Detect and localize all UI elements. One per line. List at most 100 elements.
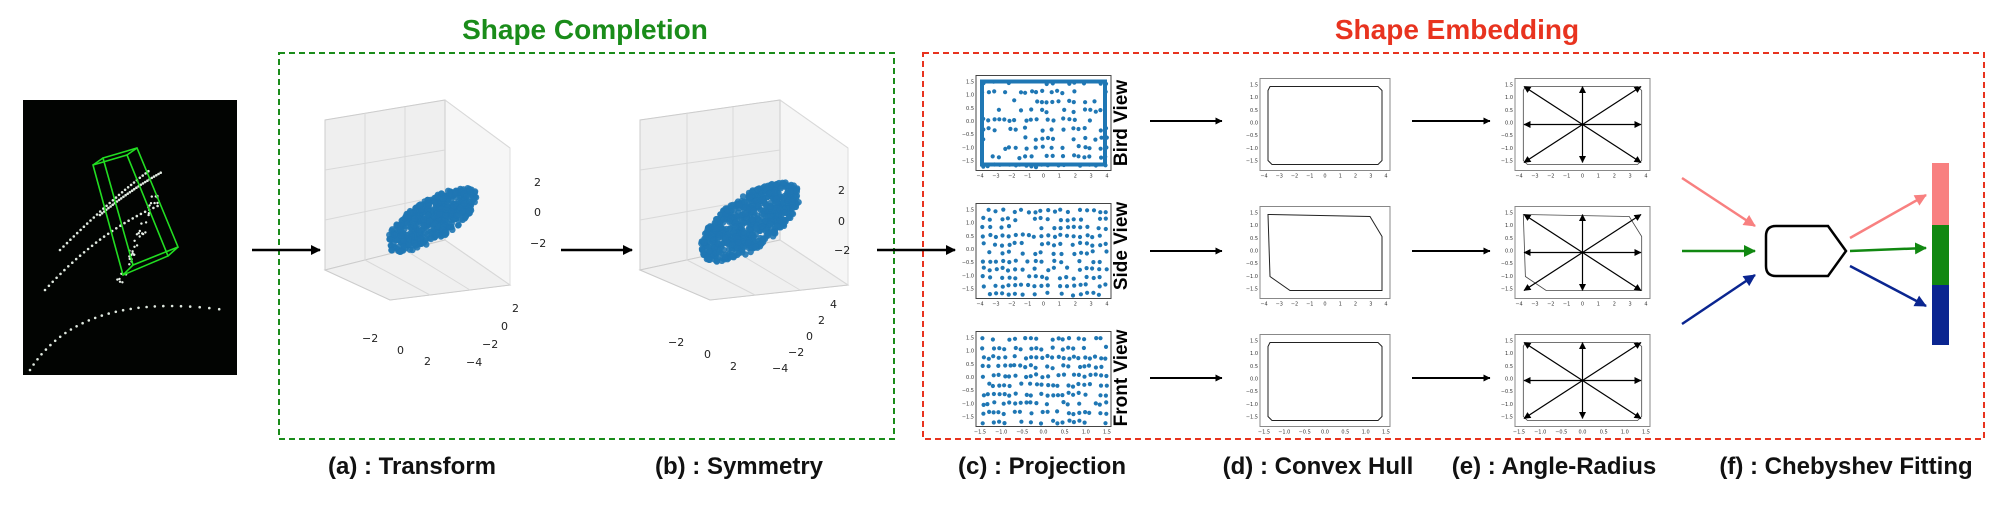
point-cloud-b <box>698 179 802 265</box>
cloud-point <box>780 180 787 187</box>
lidar-point <box>94 241 98 244</box>
projection-point <box>1049 127 1054 132</box>
projection-point <box>1078 282 1083 287</box>
radius-arrow <box>1523 379 1583 420</box>
projection-point <box>1082 382 1087 387</box>
projection-point <box>1066 336 1072 341</box>
projection-point <box>1028 420 1033 425</box>
lidar-point <box>141 182 145 185</box>
shape-completion-title: Shape Completion <box>462 14 708 45</box>
projection-point <box>1078 292 1083 297</box>
projection-point <box>1002 421 1007 426</box>
cloud-point <box>736 201 743 208</box>
convex-hull-panel: −1.5 −1.0 −0.5 0.0 0.5 1.0 1.5 1.5 1.0 0.5 0.0 −0.5… <box>1246 334 1391 436</box>
projection-point <box>1077 259 1082 264</box>
projection-point <box>1005 268 1011 273</box>
y-tick: −1.0 <box>1246 146 1258 152</box>
projection-point <box>1034 336 1039 341</box>
projection-point <box>1099 364 1104 369</box>
projection-point <box>1034 346 1039 351</box>
x-tick: −1.5 <box>1258 430 1270 436</box>
lidar-point <box>170 304 174 308</box>
projection-point <box>1086 363 1092 368</box>
projection-point <box>1064 233 1070 238</box>
lidar-point <box>81 321 84 325</box>
projection-point <box>1000 251 1005 256</box>
projection-point <box>1040 355 1045 360</box>
lidar-point <box>111 203 114 207</box>
projection-point <box>987 217 992 222</box>
projection-point <box>1087 356 1092 361</box>
projection-point <box>1103 393 1108 398</box>
cloud-point <box>774 222 781 230</box>
projection-point <box>996 355 1001 360</box>
y-tick: 1.0 <box>1505 95 1513 101</box>
cloud-point <box>789 210 797 218</box>
lidar-point <box>28 368 32 372</box>
x-tick: 1 <box>1339 302 1342 308</box>
lidar-point <box>78 254 82 257</box>
lidar-point <box>147 213 150 217</box>
cloud-point <box>721 253 728 260</box>
cloud-point <box>758 210 766 218</box>
x-tick: −4 <box>976 174 983 180</box>
projection-point <box>1065 402 1070 407</box>
projection-point <box>993 209 998 214</box>
lidar-point <box>65 241 69 245</box>
projection-point <box>1099 356 1104 361</box>
hull-frame <box>1259 78 1391 171</box>
projection-point <box>1033 90 1039 95</box>
projection-point <box>991 373 996 378</box>
projection-point <box>999 243 1005 248</box>
projection-point <box>1012 240 1017 245</box>
x-tick: 1 <box>1597 174 1600 180</box>
arrow-blue-in <box>1681 273 1756 326</box>
projection-point <box>1076 390 1081 395</box>
projection-point <box>1064 284 1070 289</box>
cloud-point <box>727 202 735 209</box>
projection-point <box>1097 259 1102 265</box>
x-tick: −3 <box>1276 174 1283 180</box>
projection-point <box>1085 290 1090 295</box>
projection-point <box>1045 393 1050 398</box>
cloud-point <box>450 202 458 210</box>
projection-point <box>1050 99 1055 105</box>
projection-point <box>1072 283 1077 288</box>
projection-point <box>1096 292 1101 297</box>
projection-point <box>1003 363 1008 368</box>
projection-point <box>1034 382 1040 387</box>
projection-point <box>1005 216 1011 221</box>
lidar-point <box>135 233 139 236</box>
projection-point <box>1082 364 1087 369</box>
projection-point <box>986 118 991 123</box>
projection-point <box>1083 410 1088 415</box>
projection-point <box>1028 381 1033 386</box>
projection-point <box>980 224 985 230</box>
y-tick: 0.5 <box>1250 236 1258 242</box>
projection-point <box>1066 345 1071 350</box>
lidar-point <box>124 193 127 197</box>
projection-point <box>992 128 997 133</box>
x-tick: −1 <box>1563 174 1570 180</box>
lidar-point <box>86 247 90 251</box>
x-tick: 0 <box>1042 174 1045 180</box>
lidar-point <box>102 235 106 238</box>
projection-point <box>1013 276 1018 281</box>
lidar-point <box>121 308 125 312</box>
projection-point <box>1024 118 1029 123</box>
cloud-point <box>738 222 746 229</box>
lidar-point <box>108 201 111 205</box>
projection-point <box>1066 390 1071 395</box>
projection-point <box>1077 418 1082 423</box>
lidar-point <box>116 278 119 281</box>
projection-point <box>1071 217 1076 222</box>
projection-point <box>1039 259 1044 264</box>
cloud-point <box>758 223 766 230</box>
projection-point <box>1024 146 1029 151</box>
cloud-point <box>765 190 773 197</box>
lidar-point <box>69 238 72 241</box>
point-cloud-a <box>386 185 480 255</box>
cloud-point <box>757 241 764 248</box>
projection-point <box>1066 364 1071 369</box>
lidar-point <box>107 206 110 210</box>
